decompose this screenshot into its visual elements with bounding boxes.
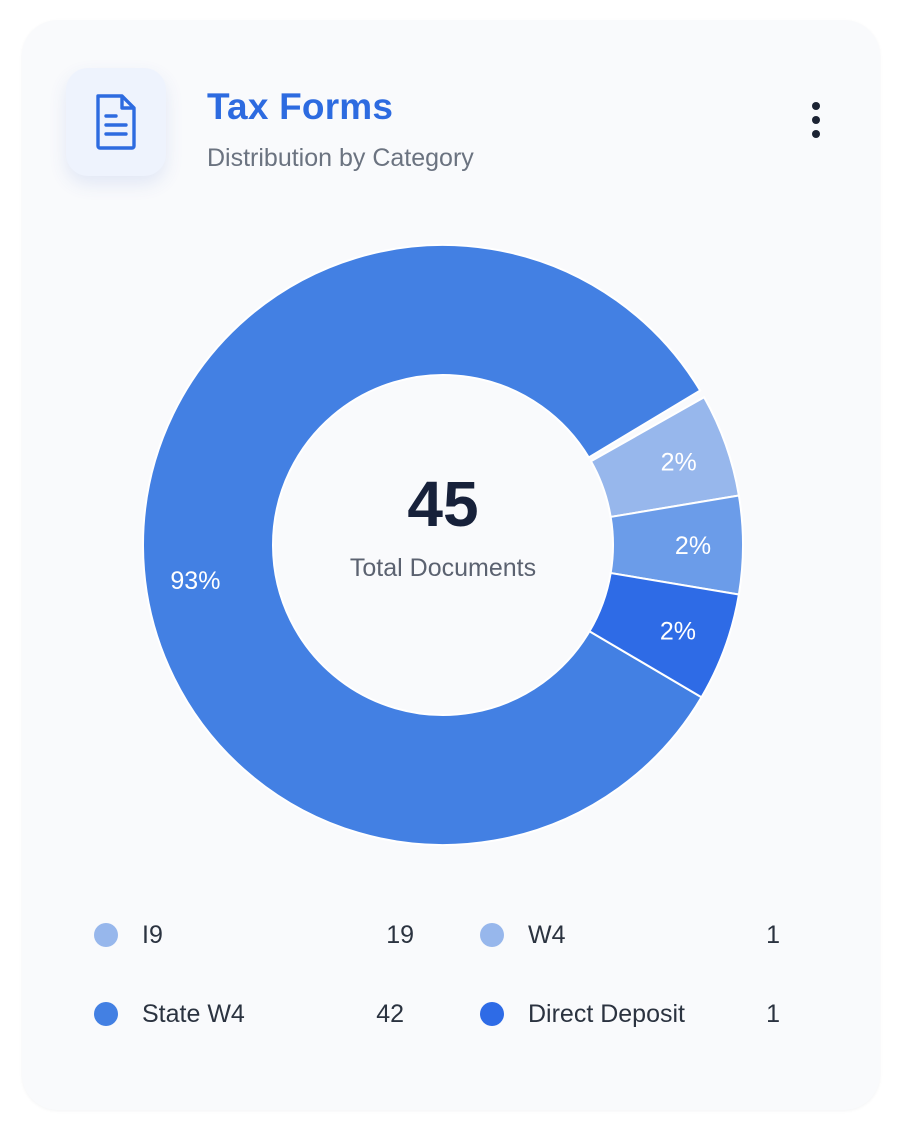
legend-label: I9 [142,920,163,949]
more-vertical-icon [812,102,820,110]
legend-value: 42 [376,999,404,1028]
legend-value: 19 [386,920,414,949]
legend-swatch [480,1002,504,1026]
center-total-label: Total Documents [350,554,536,582]
card-title: Tax Forms [207,86,394,127]
donut-chart: 93% 2% 2% 2% 45 Total Documents [142,244,744,846]
document-icon [96,94,136,150]
slice-percent-label: 2% [675,532,711,560]
legend-item-direct-deposit[interactable]: Direct Deposit 1 [480,994,780,1034]
legend-item-w4[interactable]: W4 1 [480,915,780,955]
donut-slice-labels: 93% 2% 2% 2% [170,449,711,646]
tax-forms-card: Tax Forms Distribution by Category 93% 2%… [22,20,880,1110]
donut-slices [142,244,744,846]
legend-label: Direct Deposit [528,999,685,1028]
legend-swatch [94,923,118,947]
legend-label: W4 [528,920,566,949]
document-icon-tile [66,68,166,176]
legend-swatch [94,1002,118,1026]
donut-slice-state-w4[interactable] [142,244,703,846]
legend-item-i9[interactable]: I9 19 [94,915,414,955]
legend-swatch [480,923,504,947]
slice-percent-label: 2% [661,449,697,477]
legend-value: 1 [766,920,780,949]
center-total-value: 45 [407,468,478,540]
donut-slice-direct-deposit[interactable] [588,571,741,699]
legend-item-state-w4[interactable]: State W4 42 [94,994,404,1034]
legend-label: State W4 [142,999,245,1028]
more-options-button[interactable] [794,92,838,148]
card-subtitle: Distribution by Category [207,144,474,172]
legend-value: 1 [766,999,780,1028]
slice-percent-label: 2% [660,618,696,646]
slice-percent-label: 93% [170,567,220,595]
chart-legend: I9 19 W4 1 State W4 42 Direct Deposit 1 [22,875,880,1075]
